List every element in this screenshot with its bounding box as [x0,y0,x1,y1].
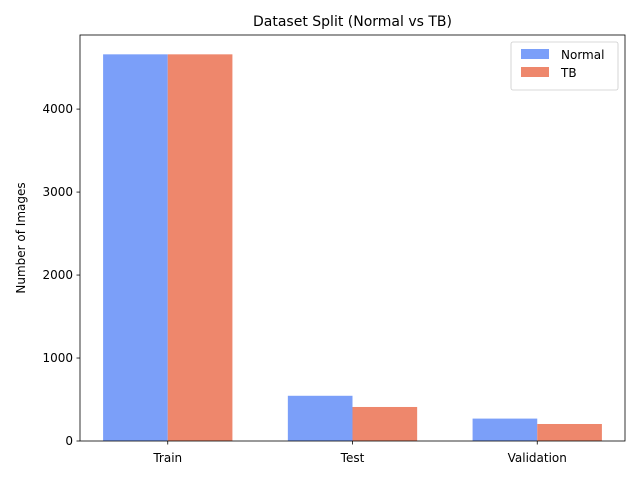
bar-tb-test [352,406,418,441]
legend-swatch-normal [521,49,549,59]
legend-label-normal: Normal [561,48,604,62]
x-tick-label: Validation [508,451,567,465]
chart-title: Dataset Split (Normal vs TB) [253,14,452,30]
legend-label-tb: TB [560,66,577,80]
axes-layer: 0 1000 2000 3000 4000 Train Test Validation [42,34,626,465]
bars-layer [103,54,602,441]
y-tick-label: 1000 [42,351,73,365]
bar-tb-train [167,54,233,441]
y-tick-label: 0 [65,434,73,448]
y-tick-label: 3000 [42,185,73,199]
bar-normal-validation [472,418,538,441]
y-tick-label: 4000 [42,102,73,116]
y-tick-label: 2000 [42,268,73,282]
x-tick-label: Train [152,451,182,465]
bar-normal-train [103,54,168,441]
y-axis-label: Number of Images [14,182,28,293]
legend-swatch-tb [521,67,549,77]
x-tick-label: Test [340,451,365,465]
bar-tb-validation [537,423,602,441]
legend: Normal TB [510,41,619,91]
bar-normal-test [287,395,353,441]
